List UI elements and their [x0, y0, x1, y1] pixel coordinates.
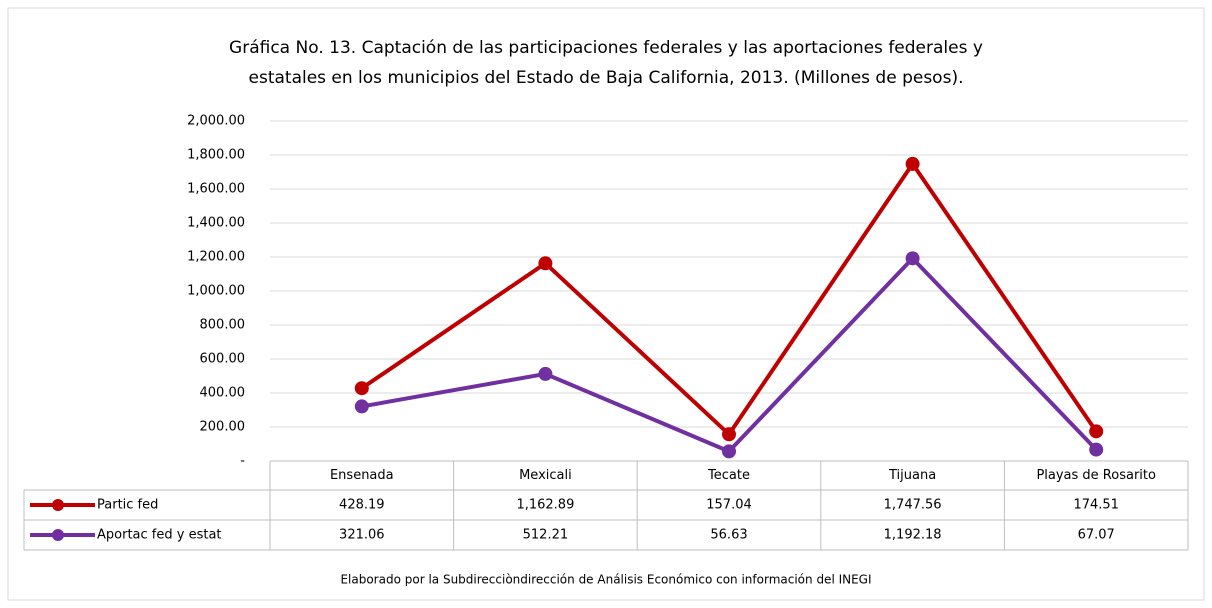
y-tick-label: 1,800.00 — [187, 148, 245, 163]
legend-marker — [52, 499, 64, 511]
table-value: 67.07 — [1078, 528, 1115, 543]
legend-label: Partic fed — [97, 498, 158, 513]
y-tick-label: - — [240, 454, 245, 469]
point — [354, 381, 369, 396]
table-value: 1,192.18 — [884, 528, 942, 543]
table-value: 428.19 — [339, 498, 385, 513]
chart-border — [7, 7, 1205, 601]
point — [905, 156, 920, 171]
y-tick-label: 400.00 — [200, 386, 246, 401]
point — [1089, 442, 1104, 457]
x-tick-label: Ensenada — [330, 468, 394, 483]
y-tick-label: 1,600.00 — [187, 182, 245, 197]
point — [722, 444, 736, 459]
point — [905, 251, 920, 266]
table-value: 321.06 — [339, 528, 385, 543]
table-value: 174.51 — [1073, 498, 1119, 513]
source-note: Elaborado por la Subdirecciòndirección d… — [340, 573, 871, 587]
point — [722, 427, 736, 442]
x-tick-label: Mexicali — [519, 468, 572, 483]
table-value: 1,162.89 — [516, 498, 574, 513]
legend-label: Aportac fed y estat — [97, 528, 222, 543]
y-tick-label: 1,400.00 — [187, 216, 245, 231]
x-tick-label: Playas de Rosarito — [1036, 468, 1156, 483]
table-value: 56.63 — [710, 528, 747, 543]
point — [538, 366, 553, 381]
legend-marker — [52, 529, 64, 541]
chart-title: Gráfica No. 13. Captación de las partici… — [229, 38, 983, 58]
y-tick-label: 200.00 — [200, 420, 246, 435]
table-value: 512.21 — [523, 528, 569, 543]
point — [354, 399, 369, 414]
y-tick-label: 1,000.00 — [187, 284, 245, 299]
y-tick-label: 1,200.00 — [187, 250, 245, 265]
chart-title: estatales en los municipios del Estado d… — [249, 68, 964, 88]
table-value: 157.04 — [706, 498, 752, 513]
y-tick-label: 800.00 — [200, 318, 246, 333]
y-tick-label: 2,000.00 — [187, 114, 245, 129]
table-value: 1,747.56 — [884, 498, 942, 513]
x-tick-label: Tecate — [707, 468, 750, 483]
y-tick-label: 600.00 — [200, 352, 246, 367]
point — [538, 256, 553, 271]
point — [1089, 424, 1104, 439]
x-tick-label: Tijuana — [888, 468, 936, 483]
